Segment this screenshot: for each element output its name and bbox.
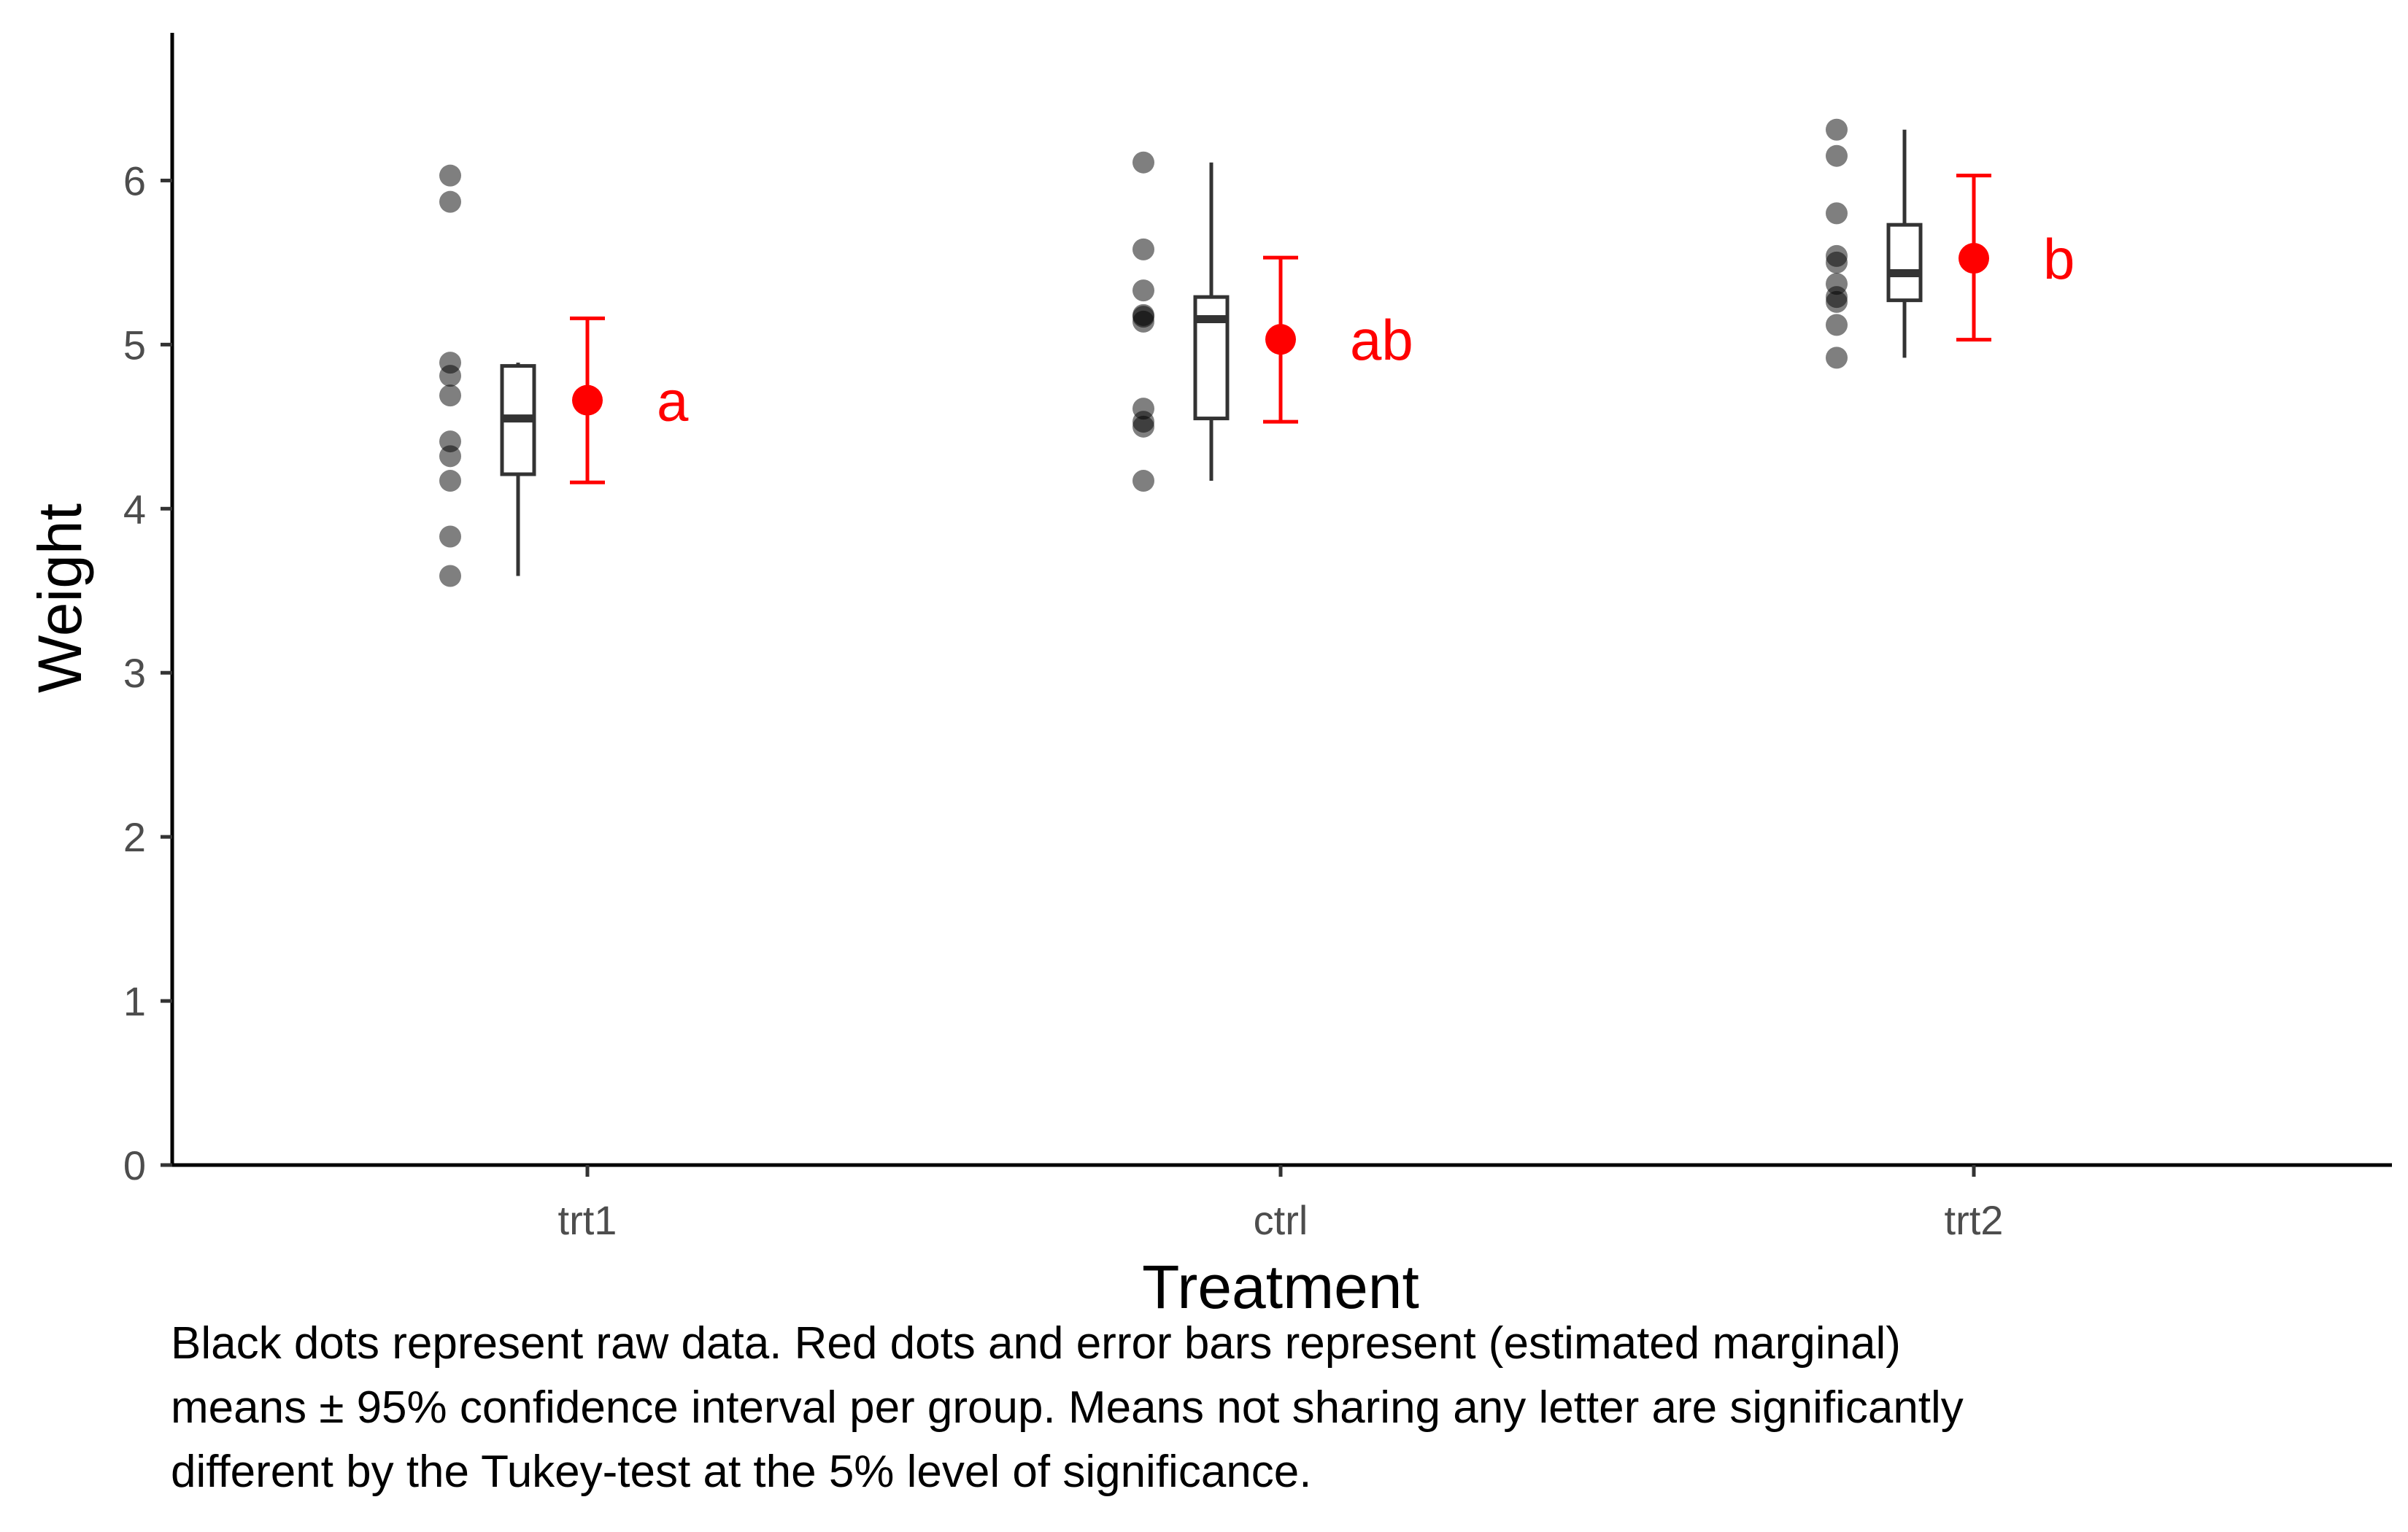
raw-data-point: [1132, 238, 1154, 260]
mean-point: [1959, 243, 1989, 274]
boxplot-box: [1886, 223, 1923, 303]
raw-data-point: [1132, 151, 1154, 174]
group-trt2: b: [1826, 118, 2075, 369]
tick-labels: 0 1 2 3 4 5 6 trt1 ctrl trt2: [123, 158, 2004, 1243]
raw-data-point: [439, 164, 461, 187]
significance-letter: a: [657, 369, 689, 433]
y-tick-label: 0: [123, 1142, 146, 1188]
raw-data-point: [439, 470, 461, 492]
mean-point: [1265, 324, 1296, 355]
y-tick-label: 1: [123, 978, 146, 1024]
raw-data-point: [439, 384, 461, 407]
chart: a ab b 0 1 2 3 4 5 6 trt1 ctrl trt2 Treatment Weigh…: [26, 33, 2392, 1313]
raw-data-point: [439, 525, 461, 548]
raw-data-point: [439, 190, 461, 213]
y-tick-label: 2: [123, 814, 146, 860]
axes: [170, 33, 2392, 1167]
group-trt1: a: [439, 164, 689, 587]
group-ctrl: ab: [1132, 151, 1413, 492]
raw-data-point: [1132, 411, 1154, 433]
raw-data-point: [1826, 290, 1848, 313]
raw-data-point: [439, 445, 461, 468]
plot-area: a ab b: [439, 118, 2075, 587]
raw-data-point: [1826, 118, 1848, 141]
x-axis-title: Treatment: [1142, 1253, 1419, 1313]
raw-data-point: [439, 352, 461, 374]
raw-data-point: [1826, 314, 1848, 336]
y-tick-label: 5: [123, 322, 146, 368]
x-tick-label: trt2: [1945, 1197, 2004, 1243]
y-axis-title: Weight: [26, 503, 94, 693]
raw-data-point: [1826, 347, 1848, 369]
raw-data-point: [1826, 144, 1848, 167]
significance-letter: ab: [1350, 308, 1413, 372]
y-tick-label: 3: [123, 650, 146, 696]
raw-data-point: [1132, 470, 1154, 492]
raw-data-point: [1826, 202, 1848, 225]
y-tick-label: 6: [123, 158, 146, 204]
raw-data-point: [1132, 310, 1154, 333]
significance-letter: b: [2043, 227, 2075, 291]
x-tick-label: ctrl: [1254, 1197, 1308, 1243]
y-tick-label: 4: [123, 486, 146, 532]
caption-line-1: Black dots represent raw data. Red dots …: [171, 1318, 1901, 1369]
x-tick-label: trt1: [558, 1197, 617, 1243]
raw-data-point: [1132, 279, 1154, 302]
raw-data-point: [439, 565, 461, 587]
caption: Black dots represent raw data. Red dots …: [171, 1312, 2360, 1504]
caption-line-2: means ± 95% confidence interval per grou…: [171, 1382, 1964, 1433]
raw-data-point: [1826, 251, 1848, 274]
caption-line-3: different by the Tukey-test at the 5% le…: [171, 1447, 1312, 1497]
mean-point: [572, 384, 603, 416]
